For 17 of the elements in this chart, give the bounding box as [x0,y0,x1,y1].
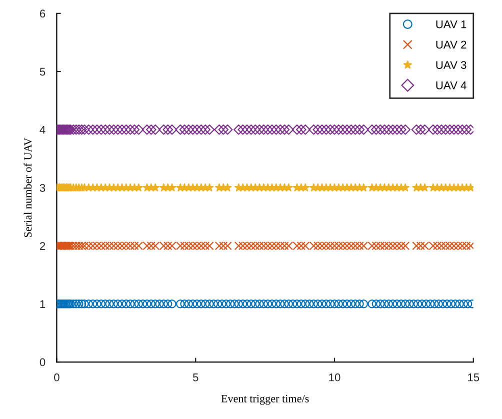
y-tick-label: 5 [40,68,46,76]
x-tick-label: 10 [329,373,340,382]
y-axis-title: Serial number of UAV [24,138,32,238]
legend-label: UAV 2 [436,40,466,49]
x-tick-label: 15 [468,374,480,382]
y-tick-label: 3 [40,184,46,192]
legend-label: UAV 3 [436,61,466,69]
y-tick-label: 4 [40,126,46,134]
x-axis-title: Event trigger time/s [221,394,309,405]
x-tick-label: 5 [192,374,198,382]
x-tick-label: 0 [54,373,60,382]
legend-label: UAV 4 [436,82,466,90]
y-tick-label: 1 [40,300,46,308]
y-tick-label: 2 [40,242,46,250]
y-tick-label: 0 [40,358,46,366]
legend-label: UAV 1 [436,20,466,28]
y-tick-label: 6 [40,10,46,18]
